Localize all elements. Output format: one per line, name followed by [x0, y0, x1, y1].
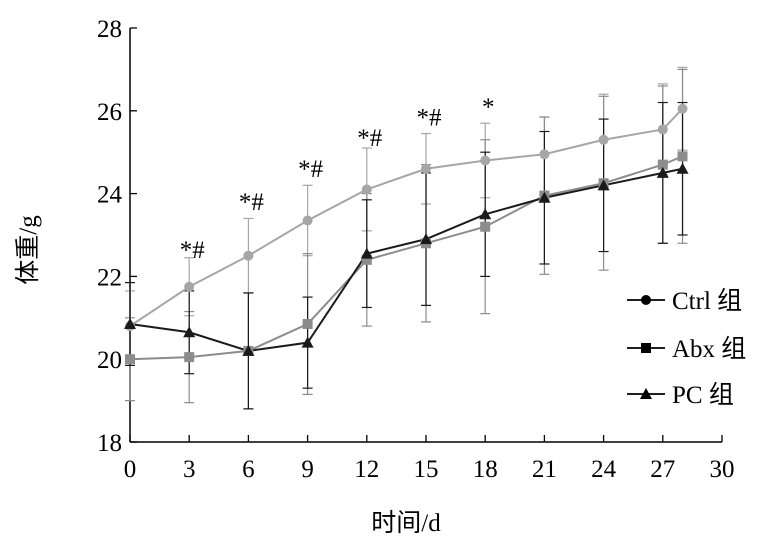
significance-mark: *# — [417, 104, 443, 131]
data-point — [656, 166, 669, 178]
x-tick-label: 0 — [124, 456, 137, 483]
y-tick-label: 28 — [97, 16, 122, 43]
legend-marker — [641, 295, 651, 305]
x-tick-label: 18 — [473, 456, 498, 483]
significance-mark: *# — [357, 125, 383, 152]
data-point — [657, 124, 668, 135]
x-tick-label: 30 — [710, 456, 735, 483]
series-line — [129, 167, 683, 352]
significance-mark: *# — [180, 237, 206, 264]
y-tick-label: 20 — [97, 347, 122, 374]
data-point — [124, 318, 136, 330]
x-tick-label: 6 — [242, 456, 255, 483]
data-point — [420, 233, 432, 245]
x-tick-label: 12 — [354, 456, 379, 483]
data-point — [539, 149, 550, 160]
legend-label: Ctrl 组 — [672, 287, 742, 315]
y-axis-title: 体重/g — [14, 215, 42, 285]
data-point — [125, 354, 135, 365]
legend: Ctrl 组 Abx 组 PC 组 — [627, 287, 746, 409]
data-point — [302, 319, 313, 330]
data-point — [360, 247, 373, 259]
x-axis-title: 时间/d — [371, 509, 441, 537]
x-tick-label: 3 — [183, 456, 196, 483]
data-point — [361, 184, 372, 195]
data-point — [184, 352, 195, 363]
data-point — [184, 281, 195, 292]
data-point — [677, 103, 688, 114]
series-lines — [129, 108, 684, 361]
significance-mark: * — [482, 94, 495, 121]
data-point — [657, 159, 668, 170]
x-tick-label: 27 — [650, 456, 675, 483]
error-bars — [125, 66, 688, 410]
y-tick-label: 18 — [97, 430, 122, 457]
data-point — [676, 162, 689, 174]
data-point — [538, 191, 551, 203]
series-markers — [124, 103, 689, 365]
data-point — [480, 155, 491, 166]
data-point — [243, 250, 254, 261]
data-point — [421, 163, 431, 174]
x-tick-label: 9 — [301, 456, 314, 483]
legend-marker — [641, 343, 651, 353]
y-tick-label: 26 — [97, 99, 122, 126]
data-point — [301, 336, 314, 348]
y-tick-label: 22 — [97, 264, 122, 291]
data-point — [597, 179, 610, 191]
y-tick-label: 24 — [97, 182, 123, 209]
legend-label: Abx 组 — [672, 335, 746, 363]
data-point — [479, 208, 492, 220]
data-point — [677, 151, 688, 162]
data-point — [598, 134, 609, 145]
x-tick-label: 21 — [532, 456, 557, 483]
axes: 0 3 6 9 12 15 18 21 24 27 30 18 20 22 24 26 28 时间/d 体重/g — [14, 16, 735, 537]
significance-annotations: *# *# *# *# *# * — [180, 94, 495, 264]
data-point — [242, 344, 255, 356]
legend-marker — [640, 388, 652, 399]
data-point — [183, 326, 196, 338]
x-tick-label: 15 — [414, 456, 439, 483]
data-point — [480, 221, 491, 232]
data-point — [302, 215, 313, 226]
x-tick-label: 24 — [591, 456, 617, 483]
significance-mark: *# — [239, 189, 265, 216]
significance-mark: *# — [298, 156, 324, 183]
data-point — [361, 254, 372, 265]
legend-label: PC 组 — [672, 381, 734, 409]
